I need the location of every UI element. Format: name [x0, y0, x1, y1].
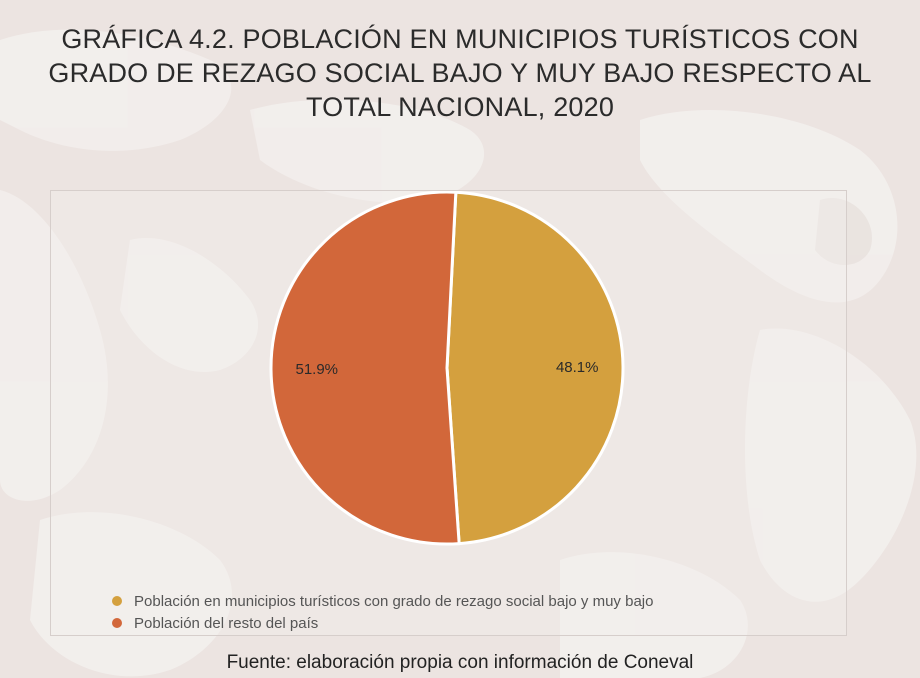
legend-item-resto: Población del resto del país	[112, 612, 653, 634]
legend-label-turisticos: Población en municipios turísticos con g…	[134, 592, 654, 610]
data-label-resto: 51.9%	[295, 361, 338, 378]
title-line-1: GRÁFICA 4.2. POBLACIÓN EN MUNICIPIOS TUR…	[61, 24, 859, 54]
data-label-turisticos: 48.1%	[556, 359, 599, 376]
pie-chart: 48.1% 51.9%	[269, 191, 625, 546]
legend-swatch-turisticos	[112, 596, 122, 606]
source-note: Fuente: elaboración propia con informaci…	[226, 652, 694, 673]
legend-swatch-resto	[112, 618, 122, 628]
chart-area: 48.1% 51.9%	[50, 190, 847, 636]
legend-label-resto: Población del resto del país	[134, 614, 319, 632]
legend-item-turisticos: Población en municipios turísticos con g…	[112, 590, 653, 612]
title-line-2: GRADO DE REZAGO SOCIAL BAJO Y MUY BAJO R…	[48, 58, 872, 88]
pie-slice-turisticos	[445, 191, 625, 546]
pie-slice-resto	[269, 191, 461, 546]
title-line-3: TOTAL NACIONAL, 2020	[305, 92, 615, 122]
legend: Población en municipios turísticos con g…	[112, 590, 653, 634]
chart-title: GRÁFICA 4.2. POBLACIÓN EN MUNICIPIOS TUR…	[0, 22, 920, 124]
